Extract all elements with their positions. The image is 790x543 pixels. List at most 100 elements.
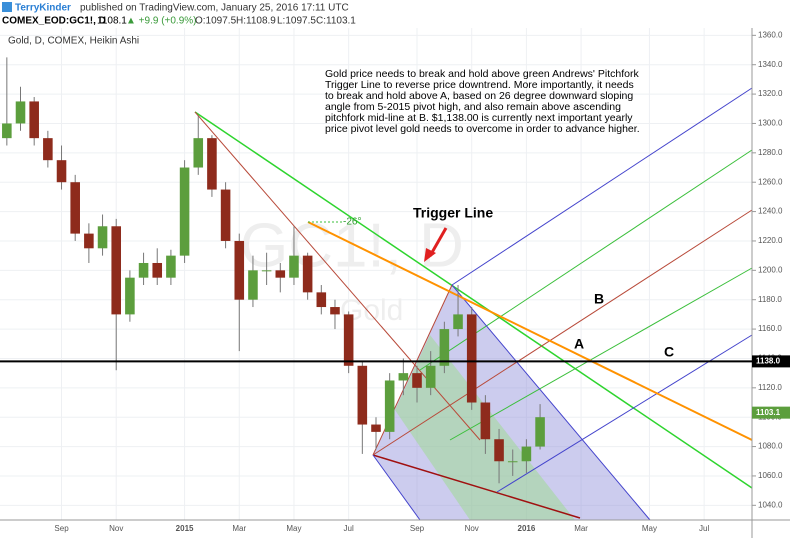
- axes: 1040.01060.01080.01100.01120.01140.01160…: [0, 28, 790, 538]
- candle-body: [220, 189, 231, 241]
- candle-body: [193, 138, 204, 168]
- candle-body: [425, 365, 436, 388]
- candle-body: [111, 226, 122, 315]
- candle-body: [330, 307, 340, 315]
- y-tick-label: 1260.0: [758, 177, 783, 186]
- pitchfork-line: [372, 454, 581, 519]
- candle-body: [343, 314, 354, 366]
- candle-body: [412, 373, 422, 388]
- pitchfork-line: [449, 267, 753, 441]
- candle-body: [398, 373, 409, 381]
- y-tick-label: 1280.0: [758, 148, 783, 157]
- candle-body: [316, 292, 327, 308]
- candle-body: [56, 160, 67, 183]
- label-b: B: [594, 291, 604, 307]
- y-tick-label: 1160.0: [758, 324, 782, 333]
- last-price-label: 1103.1: [756, 408, 781, 417]
- candle-body: [207, 138, 217, 190]
- candle-body: [84, 233, 94, 249]
- y-tick-label: 1360.0: [758, 30, 783, 39]
- candles: [2, 57, 545, 484]
- x-tick-label: May: [286, 524, 301, 533]
- y-tick-label: 1120.0: [758, 383, 782, 392]
- low: L:1097.5: [277, 16, 316, 27]
- candle-body: [70, 182, 80, 234]
- close: C:1103.1: [316, 16, 356, 27]
- candle-body: [15, 101, 26, 124]
- pitchfork-line: [372, 454, 421, 521]
- candle-body: [521, 446, 532, 462]
- y-tick-label: 1320.0: [758, 89, 783, 98]
- candle-body: [453, 314, 463, 330]
- candle-body: [97, 226, 108, 249]
- candle-body: [29, 101, 39, 139]
- y-tick-label: 1080.0: [758, 442, 783, 451]
- logo: [2, 2, 12, 12]
- high: H:1108.9: [236, 16, 276, 27]
- candle-body: [357, 365, 368, 425]
- x-tick-label: Mar: [232, 524, 246, 533]
- pitchfork-line: [451, 284, 651, 521]
- candle-body: [166, 255, 176, 278]
- trigger-line: [194, 111, 753, 489]
- candle-body: [2, 123, 12, 139]
- candle-body: [494, 439, 504, 462]
- last: 1108.1: [97, 16, 127, 27]
- symbol: COMEX_EOD:GC1!, D: [2, 16, 106, 27]
- x-tick-label: May: [642, 524, 657, 533]
- y-tick-label: 1340.0: [758, 60, 783, 69]
- x-tick-label: 2016: [518, 524, 536, 533]
- annotation-line: to break and hold above A, based on 26 d…: [325, 90, 633, 102]
- x-tick-label: 2015: [176, 524, 194, 533]
- candle-body: [152, 262, 163, 278]
- annotation-line: pitchfork mid-line at B. $1,138.00 is cu…: [325, 112, 633, 124]
- y-tick-label: 1060.0: [758, 471, 783, 480]
- candle-body: [535, 417, 545, 447]
- candle-body: [384, 380, 395, 432]
- trigger-label: Trigger Line: [413, 205, 493, 221]
- candle-body: [275, 270, 286, 278]
- change: ▲ +9.9 (+0.9%): [126, 16, 197, 27]
- candle-body: [261, 270, 272, 272]
- annotation-line: Trigger Line to reverse price downtrend.…: [325, 79, 634, 91]
- y-tick-label: 1240.0: [758, 207, 783, 216]
- label-a: A: [574, 336, 584, 352]
- chart-title: Gold, D, COMEX, Heikin Ashi: [8, 36, 139, 47]
- candle-body: [480, 402, 491, 440]
- x-tick-label: Sep: [410, 524, 425, 533]
- y-tick-label: 1040.0: [758, 500, 783, 509]
- candle-body: [248, 270, 258, 300]
- author[interactable]: TerryKinder: [15, 3, 71, 14]
- candle-body: [179, 167, 190, 256]
- candle-body: [234, 240, 245, 300]
- annotation: Gold price needs to break and hold above…: [325, 68, 640, 135]
- open: O:1097.5: [195, 16, 237, 27]
- annotation-line: angle from 5-2015 pivot high, and also r…: [325, 101, 621, 113]
- candle-body: [43, 138, 53, 161]
- x-tick-label: Nov: [465, 524, 479, 533]
- published: published on TradingView.com, January 25…: [80, 3, 349, 14]
- candle-body: [289, 255, 299, 278]
- candle-body: [371, 424, 381, 432]
- candle-body: [138, 262, 149, 278]
- candle-body: [466, 314, 477, 403]
- x-tick-label: Mar: [574, 524, 588, 533]
- level-label: 1138.0: [756, 356, 781, 365]
- y-tick-label: 1180.0: [758, 295, 782, 304]
- x-tick-label: Sep: [54, 524, 69, 533]
- candle-body: [125, 277, 135, 315]
- candle-body: [302, 255, 313, 293]
- angle-line: [307, 221, 753, 441]
- y-tick-label: 1300.0: [758, 119, 783, 128]
- label-c: C: [664, 344, 674, 360]
- x-tick-label: Jul: [699, 524, 709, 533]
- arrow-head: [424, 248, 436, 262]
- x-tick-label: Jul: [344, 524, 354, 533]
- candle-body: [507, 461, 518, 463]
- angle-label: -26°: [343, 217, 361, 228]
- annotation-line: Gold price needs to break and hold above…: [325, 68, 639, 80]
- annotation-line: price pivot level gold needs to overcome…: [325, 123, 640, 135]
